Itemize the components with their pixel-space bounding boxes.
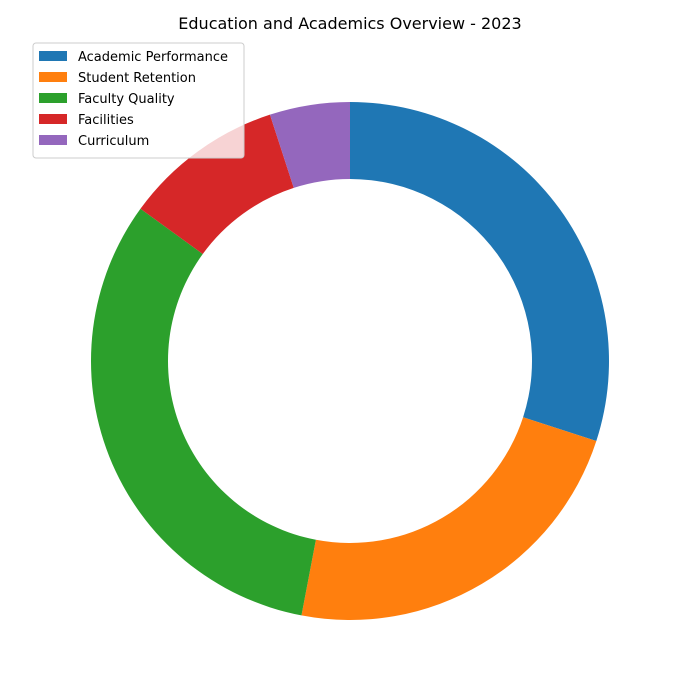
legend-swatch [39,72,67,82]
legend-swatch [39,93,67,103]
legend-label: Curriculum [78,134,149,149]
legend-label: Student Retention [78,71,196,86]
donut-slice-curriculum [269,102,350,188]
legend-swatch [39,135,67,145]
donut-slices [90,102,609,620]
donut-slice-student-retention [301,417,597,620]
legend-frame [32,42,245,159]
legend-label: Faculty Quality [78,92,175,107]
donut-slice-facilities [140,114,294,255]
legend-label: Facilities [78,113,134,128]
donut-slice-faculty-quality [90,208,316,616]
legend-swatch [39,114,67,124]
legend-swatch [39,51,67,61]
chart-title: Education and Academics Overview - 2023 [178,14,521,33]
legend-label: Academic Performance [78,50,228,65]
donut-slice-academic-performance [350,102,609,442]
legend: Academic Performance Student Retention Fac… [32,42,245,159]
